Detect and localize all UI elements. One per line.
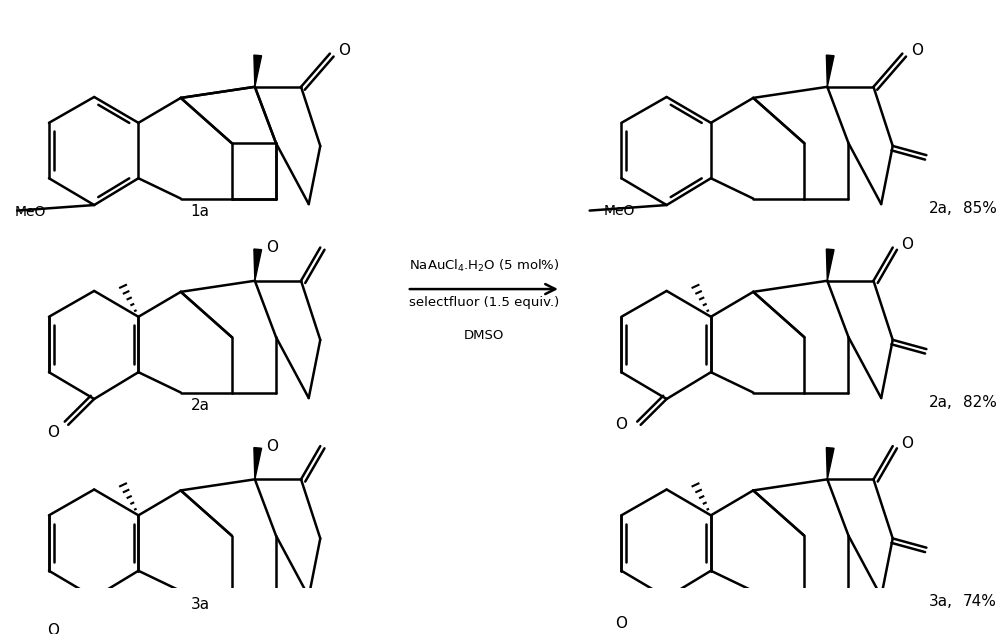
Polygon shape: [254, 55, 262, 87]
Text: O: O: [266, 439, 278, 453]
Polygon shape: [254, 448, 262, 479]
Text: 1a: 1a: [191, 204, 210, 219]
Text: O: O: [901, 436, 913, 451]
Text: O: O: [338, 43, 350, 58]
Text: MeO: MeO: [604, 204, 635, 217]
Text: O: O: [47, 425, 59, 440]
Text: 2a: 2a: [191, 398, 210, 413]
Text: 82%: 82%: [963, 395, 997, 410]
Polygon shape: [826, 249, 834, 281]
Text: O: O: [615, 616, 627, 631]
Text: O: O: [901, 237, 913, 252]
Text: 85%: 85%: [963, 201, 997, 216]
Text: 2a,: 2a,: [929, 395, 953, 410]
Text: O: O: [266, 240, 278, 255]
Polygon shape: [826, 448, 834, 479]
Text: 3a: 3a: [190, 597, 210, 612]
Text: selectfluor (1.5 equiv.): selectfluor (1.5 equiv.): [409, 297, 559, 309]
Text: 2a,: 2a,: [929, 201, 953, 216]
Text: O: O: [47, 623, 59, 634]
Text: O: O: [911, 43, 923, 58]
Polygon shape: [254, 249, 262, 281]
Text: 74%: 74%: [963, 593, 997, 609]
Text: O: O: [615, 417, 627, 432]
Text: 3a,: 3a,: [929, 593, 953, 609]
Text: MeO: MeO: [14, 205, 46, 219]
Polygon shape: [826, 55, 834, 87]
Text: DMSO: DMSO: [464, 329, 504, 342]
Text: NaAuCl$_4$.H$_2$O (5 mol%): NaAuCl$_4$.H$_2$O (5 mol%): [409, 258, 559, 274]
